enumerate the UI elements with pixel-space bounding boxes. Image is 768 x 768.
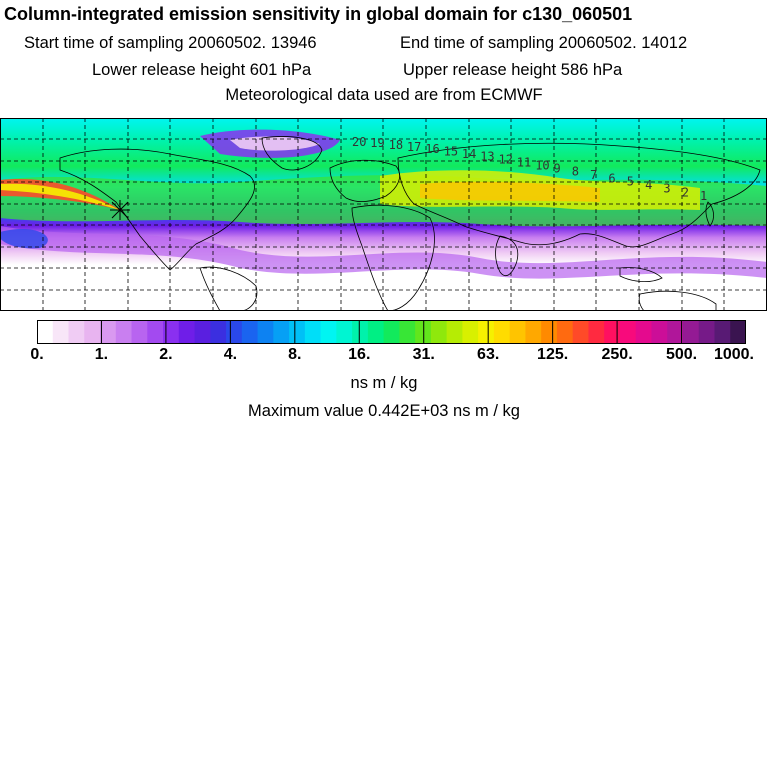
- colorbar-swatch: [509, 320, 527, 344]
- colorbar-swatch: [131, 320, 148, 344]
- trajectory-time-label: 7: [590, 168, 597, 182]
- colorbar-swatch: [100, 320, 117, 344]
- colorbar-swatch: [352, 320, 369, 344]
- colorbar-swatch: [367, 320, 385, 344]
- colorbar-swatch: [525, 320, 542, 344]
- colorbar-swatch: [383, 320, 400, 344]
- trajectory-time-label: 15: [444, 145, 458, 159]
- trajectory-time-label: 6: [608, 171, 615, 185]
- trajectory-time-label: 18: [389, 138, 403, 152]
- trajectory-time-label: 10: [535, 158, 549, 172]
- colorbar-swatch: [304, 320, 322, 344]
- colorbar-swatch: [37, 320, 54, 344]
- sensitivity-map: 20 19 18 17 16 15 14 13 12 11 10 9 8 7 6 5 4 3 2 1: [0, 118, 767, 311]
- colorbar-swatch: [572, 320, 590, 344]
- colorbar-swatch: [635, 320, 653, 344]
- lower-release-height: Lower release height 601 hPa: [92, 61, 312, 79]
- colorbar-swatch: [257, 320, 274, 344]
- colorbar-swatch: [178, 320, 196, 344]
- colorbar-tick-label: 125.: [537, 346, 569, 363]
- trajectory-time-label: 16: [425, 142, 439, 156]
- colorbar-tick-label: 1000.: [713, 346, 755, 363]
- colorbar-swatch: [336, 320, 353, 344]
- colorbar-swatch: [730, 320, 747, 344]
- colorbar-swatch: [698, 320, 716, 344]
- colorbar-frame: [37, 320, 746, 344]
- lat-lon-grid: [0, 118, 767, 311]
- colorbar-swatch: [163, 320, 180, 344]
- trajectory-time-label: 14: [462, 147, 476, 161]
- trajectory-time-label: 19: [370, 136, 384, 150]
- trajectory-time-label: 12: [499, 153, 513, 167]
- trajectory-labels: 20 19 18 17 16 15 14 13 12 11 10 9 8 7 6 5 4 3 2 1: [352, 135, 707, 203]
- trajectory-time-label: 1: [700, 189, 707, 203]
- colorbar-swatch: [430, 320, 448, 344]
- colorbar-swatch: [68, 320, 85, 344]
- colorbar-tick-label: 250.: [601, 346, 633, 363]
- colorbar-tick-label: 500.: [665, 346, 698, 363]
- colorbar-swatch: [273, 320, 290, 344]
- colorbar-swatch: [667, 320, 684, 344]
- sampling-end-time: End time of sampling 20060502. 14012: [400, 34, 688, 52]
- units-label: ns m / kg: [350, 374, 418, 392]
- trajectory-time-label: 9: [554, 162, 561, 176]
- colorbar-swatch: [651, 320, 668, 344]
- colorbar-swatch: [115, 320, 133, 344]
- maximum-value: Maximum value 0.442E+03 ns m / kg: [248, 402, 520, 420]
- meteorological-data-source: Meteorological data used are from ECMWF: [225, 86, 543, 104]
- colorbar-swatch: [478, 320, 495, 344]
- colorbar-swatch: [147, 320, 164, 344]
- colorbar-tick-label: 4.: [223, 346, 238, 363]
- sampling-start-time: Start time of sampling 20060502. 13946: [24, 34, 317, 52]
- colorbar-swatch: [619, 320, 637, 344]
- colorbar-tick-label: 63.: [477, 346, 500, 363]
- colorbar-labels: 0. 1. 2. 4. 8. 16. 31. 63. 125. 250. 500. 1000.: [0, 346, 768, 368]
- colorbar-swatch: [682, 320, 700, 344]
- release-point-marker: [110, 200, 130, 220]
- colorbar-swatch: [493, 320, 511, 344]
- upper-release-height: Upper release height 586 hPa: [403, 61, 623, 79]
- colorbar-swatch: [320, 320, 337, 344]
- colorbar-swatch: [541, 320, 558, 344]
- trajectory-time-label: 5: [627, 175, 634, 189]
- trajectory-time-label: 8: [572, 165, 579, 179]
- plot-title: Column-integrated emission sensitivity i…: [4, 4, 633, 24]
- colorbar-swatch: [399, 320, 416, 344]
- colorbar-swatch: [194, 320, 211, 344]
- colorbar-tick-label: 1.: [94, 346, 109, 363]
- map-frame: [0, 118, 767, 311]
- colorbar-swatch: [52, 320, 70, 344]
- colorbar-swatch: [462, 320, 479, 344]
- colorbar-swatch: [604, 320, 621, 344]
- colorbar-swatch: [241, 320, 259, 344]
- colorbar-swatch: [446, 320, 463, 344]
- colorbar-tick-label: 2.: [159, 346, 173, 363]
- trajectory-time-label: 2: [682, 185, 689, 199]
- colorbar-tick-label: 8.: [288, 346, 302, 363]
- colorbar-tick-label: 0.: [30, 346, 44, 363]
- colorbar-tick-label: 16.: [348, 346, 371, 363]
- colorbar-tick-label: 31.: [412, 346, 435, 363]
- colorbar-swatch: [289, 320, 306, 344]
- colorbar-swatch: [588, 320, 605, 344]
- trajectory-time-label: 3: [663, 182, 670, 196]
- colorbar-swatch: [84, 320, 101, 344]
- colorbar-swatch: [714, 320, 731, 344]
- trajectory-time-label: 20: [352, 135, 366, 149]
- trajectory-time-label: 17: [407, 140, 421, 154]
- trajectory-time-label: 4: [645, 178, 652, 192]
- colorbar: [37, 320, 747, 344]
- colorbar-swatch: [210, 320, 227, 344]
- trajectory-time-label: 11: [517, 155, 531, 169]
- sensitivity-field: [0, 118, 767, 311]
- colorbar-swatch: [556, 320, 574, 344]
- colorbar-swatch: [226, 320, 243, 344]
- trajectory-time-label: 13: [480, 150, 494, 164]
